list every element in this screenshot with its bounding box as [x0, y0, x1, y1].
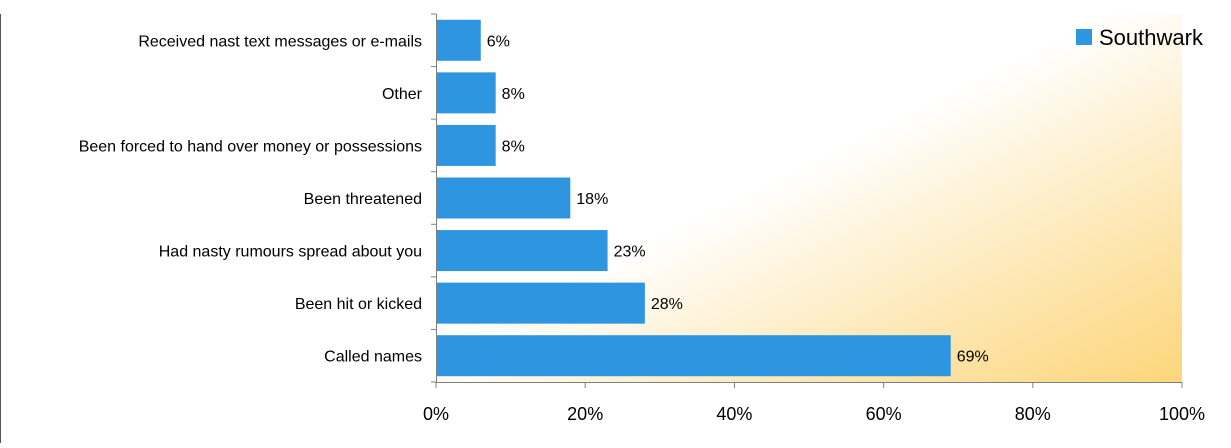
bar-0 — [436, 19, 481, 61]
category-label-4: Had nasty rumours spread about you — [159, 244, 422, 261]
category-label-5: Been hit or kicked — [295, 296, 422, 313]
bar-1 — [436, 72, 496, 114]
legend-swatch-southwark — [1076, 29, 1092, 45]
labels-layer: 6% Received nast text messages or e-mails… — [79, 33, 1205, 424]
bar-3 — [436, 177, 571, 219]
category-label-3: Been threatened — [304, 191, 422, 208]
x-tick-label-1: 20% — [567, 404, 603, 424]
legend-label-southwark: Southwark — [1099, 25, 1204, 50]
value-label-4: 23% — [614, 244, 646, 261]
category-label-6: Called names — [324, 349, 422, 366]
value-label-2: 8% — [502, 138, 525, 155]
x-tick-label-3: 60% — [866, 404, 902, 424]
value-label-0: 6% — [487, 33, 510, 50]
bars-layer — [436, 19, 951, 377]
value-label-5: 28% — [651, 296, 683, 313]
bar-2 — [436, 124, 496, 166]
value-label-1: 8% — [502, 86, 525, 103]
x-tick-label-0: 0% — [423, 404, 449, 424]
value-label-3: 18% — [576, 191, 608, 208]
category-label-2: Been forced to hand over money or posses… — [79, 138, 422, 155]
x-tick-label-4: 80% — [1015, 404, 1051, 424]
category-label-1: Other — [382, 86, 423, 103]
bar-4 — [436, 230, 608, 272]
bar-5 — [436, 282, 645, 324]
bar-6 — [436, 335, 951, 377]
x-tick-label-2: 40% — [716, 404, 752, 424]
category-label-0: Received nast text messages or e-mails — [138, 33, 422, 50]
legend: Southwark — [1076, 25, 1204, 50]
axes-layer — [431, 13, 1183, 388]
value-label-6: 69% — [957, 349, 989, 366]
x-tick-label-5: 100% — [1159, 404, 1205, 424]
